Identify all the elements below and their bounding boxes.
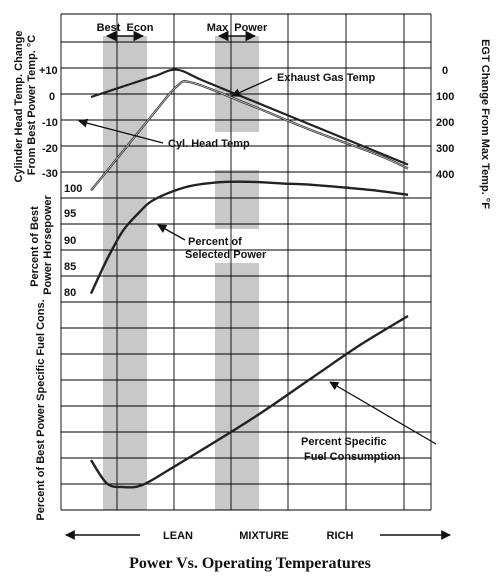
tick-egt-1: 100 [436, 91, 454, 103]
x-label-mixture: MIXTURE [239, 530, 289, 542]
axis-title-cht: Cylinder Head Temp. Change From Best Pow… [13, 27, 38, 182]
axis-title-egt: EGT Change From Max Temp. °F [479, 39, 491, 209]
series-exhaust-gas-temp [90, 68, 409, 166]
band-max-power-low [215, 263, 259, 510]
series-percent-of-selected-power [89, 180, 409, 295]
axis-title-cht-line-2: From Best Power Temp. °C [26, 35, 38, 176]
band-max-power [215, 36, 259, 132]
band-max-power-mid [215, 170, 259, 229]
tick-hp-1: 95 [64, 208, 76, 220]
chart-title: Power Vs. Operating Temperatures [129, 555, 371, 572]
tick-cht-0: +10 [39, 65, 58, 77]
annotation-cht: Cyl. Head Temp [168, 138, 250, 150]
tick-hp-0: 100 [64, 183, 82, 195]
series-cyl-head-temp-highlight [90, 80, 409, 191]
axis-title-fuel: Percent of Best Power Specific Fuel Cons… [35, 299, 47, 520]
band-label-max-power: Max Power [207, 22, 268, 34]
annotation-egt-arrow [231, 77, 273, 97]
annotation-cht-arrow [78, 118, 164, 144]
series-percent-specific-fuel-consumption [89, 314, 409, 489]
tick-cht-1: 0 [49, 91, 55, 103]
annotation-fuel-2: Fuel Consumption [304, 451, 401, 463]
annotation-fuel-arrow [329, 381, 437, 445]
axis-title-egt-line: EGT Change From Max Temp. °F [479, 39, 491, 209]
tick-hp-2: 90 [64, 235, 76, 247]
tick-egt-4: 400 [436, 169, 454, 181]
annotation-egt: Exhaust Gas Temp [277, 72, 375, 84]
axis-title-hp-line-2: Power Horsepower [42, 194, 54, 294]
annotation-hp-1: Percent of [188, 236, 242, 248]
tick-egt-3: 300 [436, 143, 454, 155]
tick-hp-4: 80 [64, 287, 76, 299]
band-best-econ [103, 36, 147, 510]
chart-grid [60, 13, 432, 511]
tick-egt-2: 200 [436, 117, 454, 129]
annotation-hp-2: Selected Power [185, 249, 267, 261]
tick-cht-3: -20 [42, 143, 58, 155]
band-label-best-econ: Best Econ [97, 22, 154, 34]
tick-cht-4: -30 [42, 168, 58, 180]
axis-title-hp: Percent of Best Power Horsepower [29, 194, 54, 294]
x-label-rich: RICH [327, 530, 354, 542]
tick-hp-3: 85 [64, 261, 76, 273]
mixture-labels-bg [140, 527, 380, 543]
x-label-lean: LEAN [163, 530, 193, 542]
tick-cht-2: -10 [42, 117, 58, 129]
annotation-hp-arrow [157, 224, 186, 241]
axis-title-hp-line-1: Percent of Best [29, 206, 41, 287]
annotation-fuel-1: Percent Specific [301, 436, 387, 448]
axis-title-cht-line-1: Cylinder Head Temp. Change [13, 31, 25, 183]
tick-egt-0: 0 [442, 65, 448, 77]
